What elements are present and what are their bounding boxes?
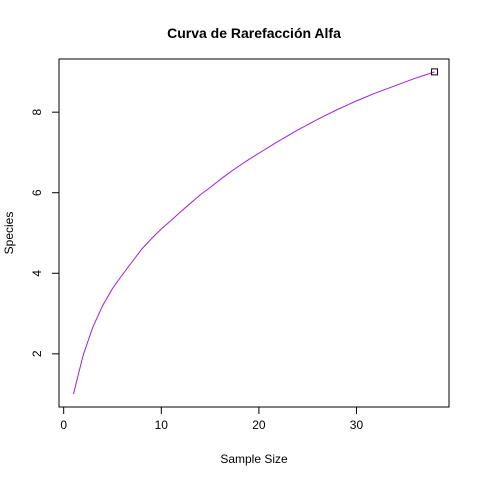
y-axis: 2 4 6 8: [30, 109, 60, 357]
rarefaction-curve: [72, 71, 435, 395]
y-axis-label: Species: [2, 212, 16, 255]
x-axis: 0 10 20 30: [60, 406, 364, 432]
endpoint-marker: [431, 68, 439, 76]
y-tick-label: 4: [30, 270, 44, 277]
x-axis-label: Sample Size: [220, 452, 288, 466]
x-tick-label: 30: [350, 418, 364, 432]
x-tick-label: 20: [252, 418, 266, 432]
y-tick-label: 8: [30, 109, 44, 116]
chart-title: Curva de Rarefacción Alfa: [167, 25, 341, 41]
y-tick-label: 2: [30, 350, 44, 357]
x-tick-label: 10: [155, 418, 169, 432]
x-tick-label: 0: [60, 418, 67, 432]
y-tick-label: 6: [30, 189, 44, 196]
series-layer: [72, 68, 439, 395]
